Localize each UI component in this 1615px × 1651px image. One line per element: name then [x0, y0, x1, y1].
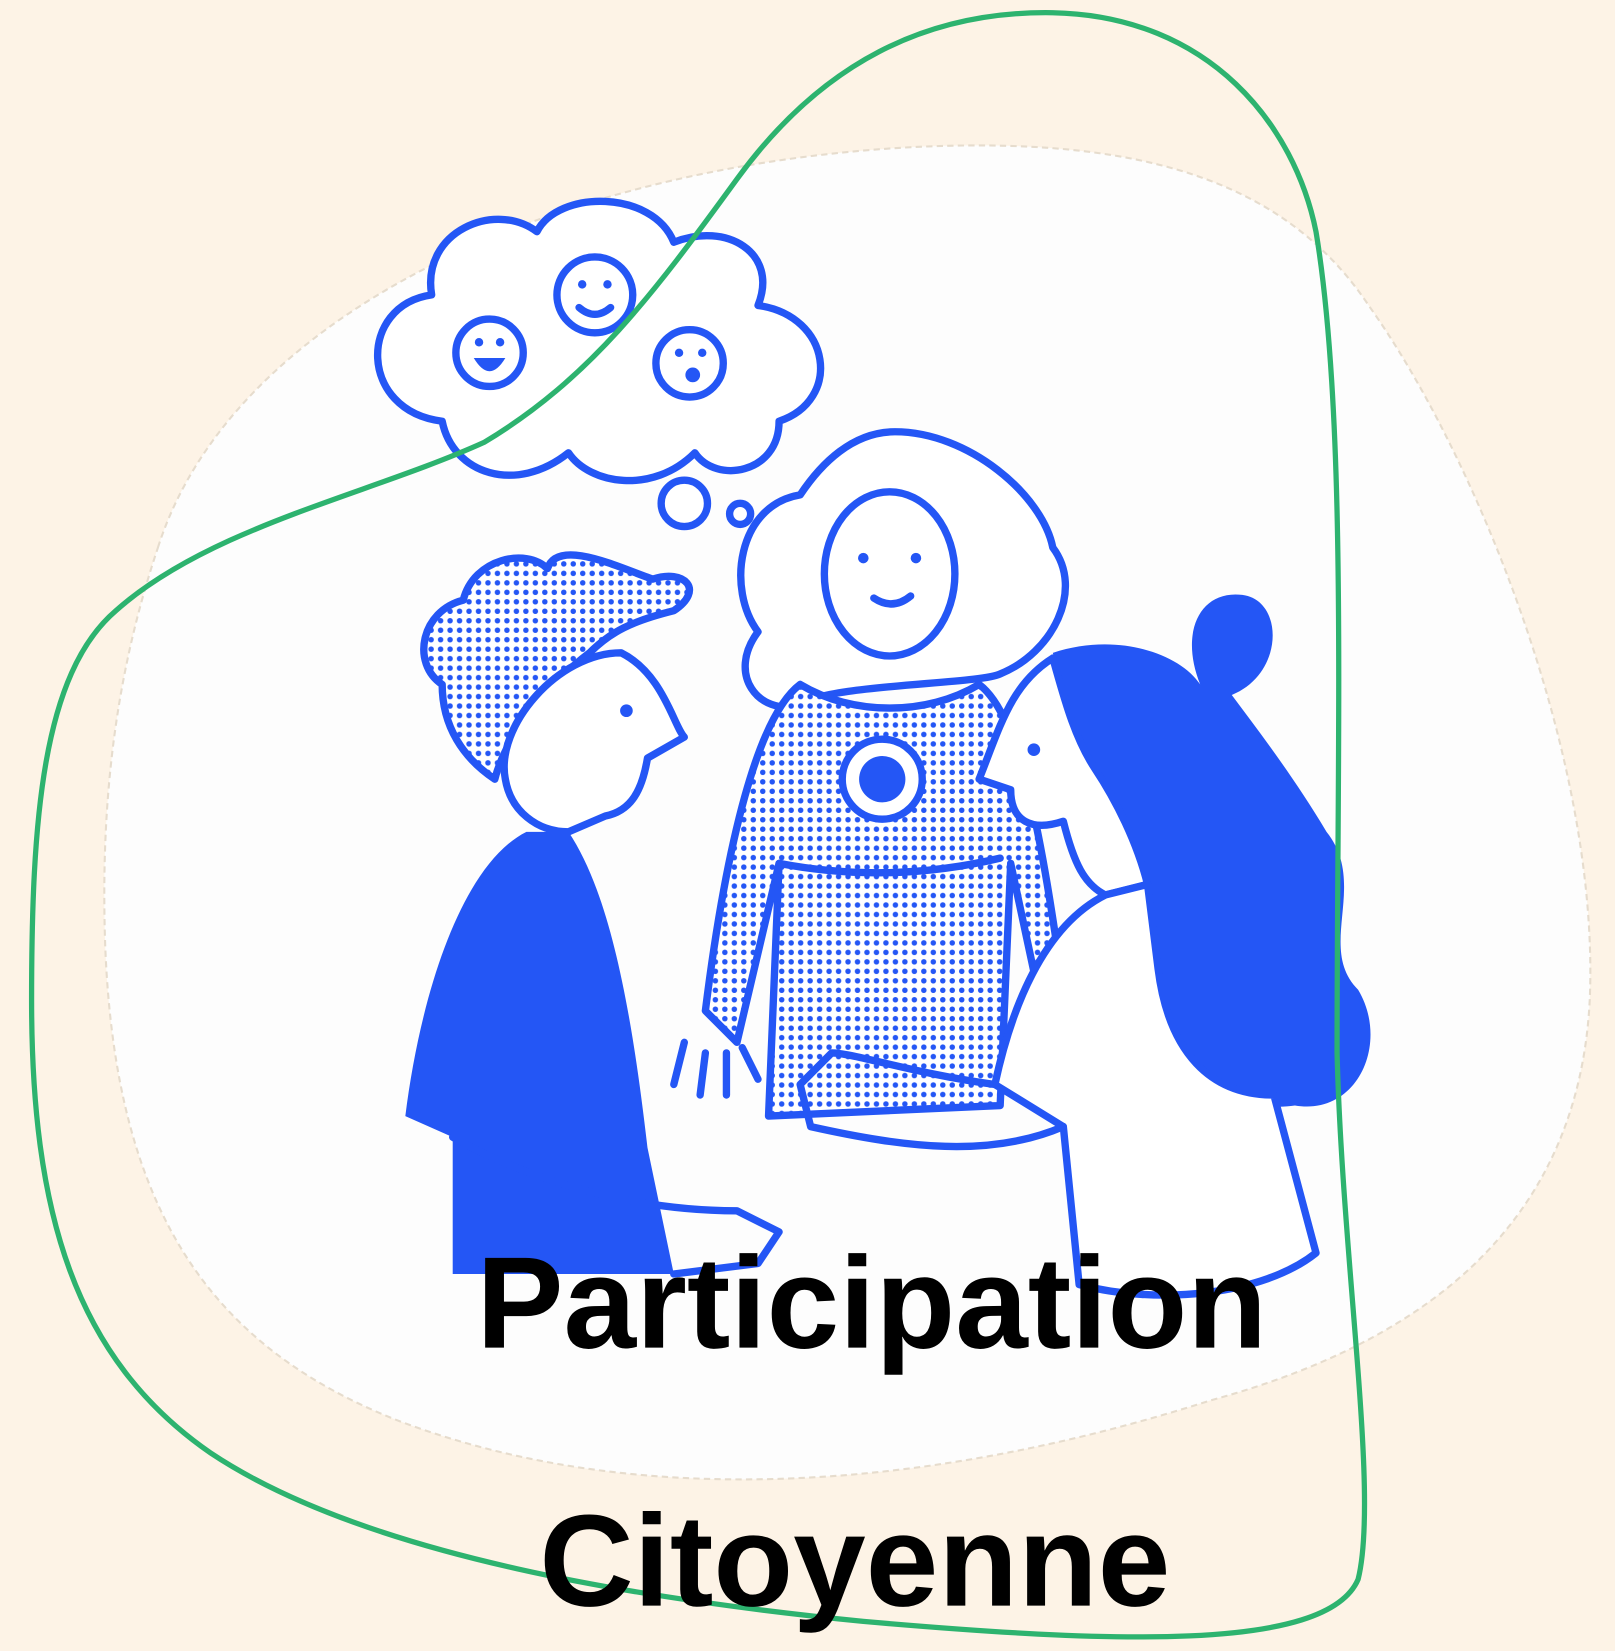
title-line-1: Participation	[476, 1230, 1267, 1376]
girl-middle	[670, 428, 1070, 1120]
thought-cloud	[373, 197, 825, 531]
green-loop	[28, 10, 1368, 1640]
title-line-2: Citoyenne	[539, 1488, 1170, 1634]
boy-left	[405, 551, 783, 1278]
girl-right	[796, 594, 1371, 1299]
